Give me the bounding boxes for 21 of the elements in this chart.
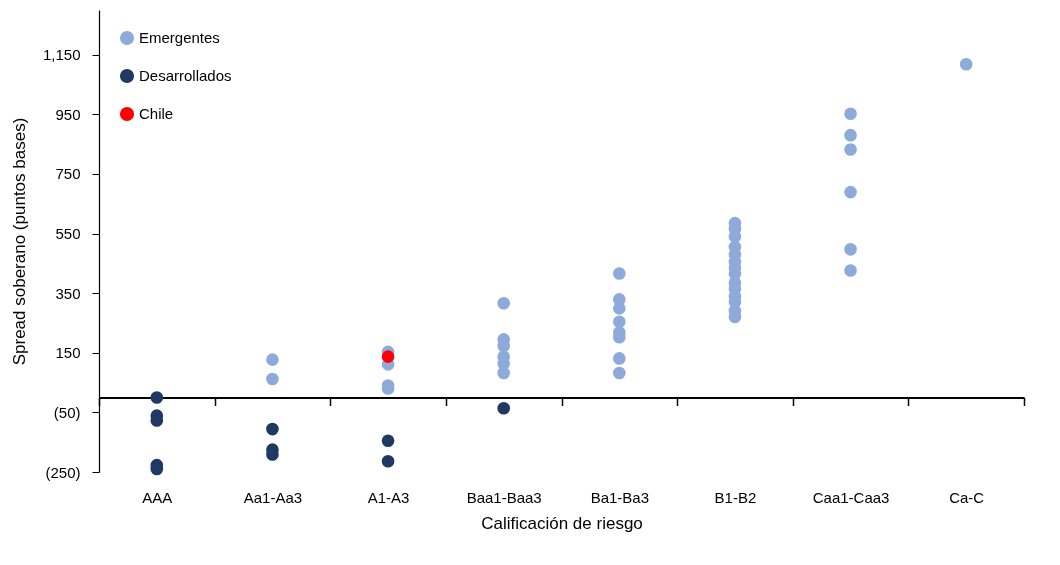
- y-tick-label: 150: [55, 344, 81, 362]
- legend-label: Emergentes: [139, 29, 220, 46]
- x-tick-label: B1-B2: [714, 488, 757, 506]
- legend-label: Chile: [139, 105, 174, 122]
- y-tick-label: 1,150: [42, 46, 81, 64]
- y-axis-title: Spread soberano (puntos bases): [9, 117, 29, 366]
- y-tick-label: (250): [45, 463, 81, 481]
- y-tick-label: 350: [55, 284, 81, 302]
- y-tick-label: 550: [55, 225, 81, 243]
- x-axis-title: Calificación de riesgo: [481, 513, 643, 533]
- x-tick-label: Ba1-Ba3: [590, 488, 649, 506]
- legend-label: Desarrollados: [139, 67, 232, 84]
- y-tick-label: 950: [55, 105, 81, 123]
- x-tick-label: Baa1-Baa3: [466, 488, 542, 506]
- x-tick-label: Ca-C: [949, 488, 985, 506]
- x-tick-label: A1-A3: [367, 488, 410, 506]
- x-tick-label: Aa1-Aa3: [243, 488, 303, 506]
- x-tick-label: AAA: [142, 488, 173, 506]
- y-tick-label: (50): [53, 403, 81, 421]
- y-tick-label: 750: [55, 165, 81, 183]
- x-tick-label: Caa1-Caa3: [812, 488, 890, 506]
